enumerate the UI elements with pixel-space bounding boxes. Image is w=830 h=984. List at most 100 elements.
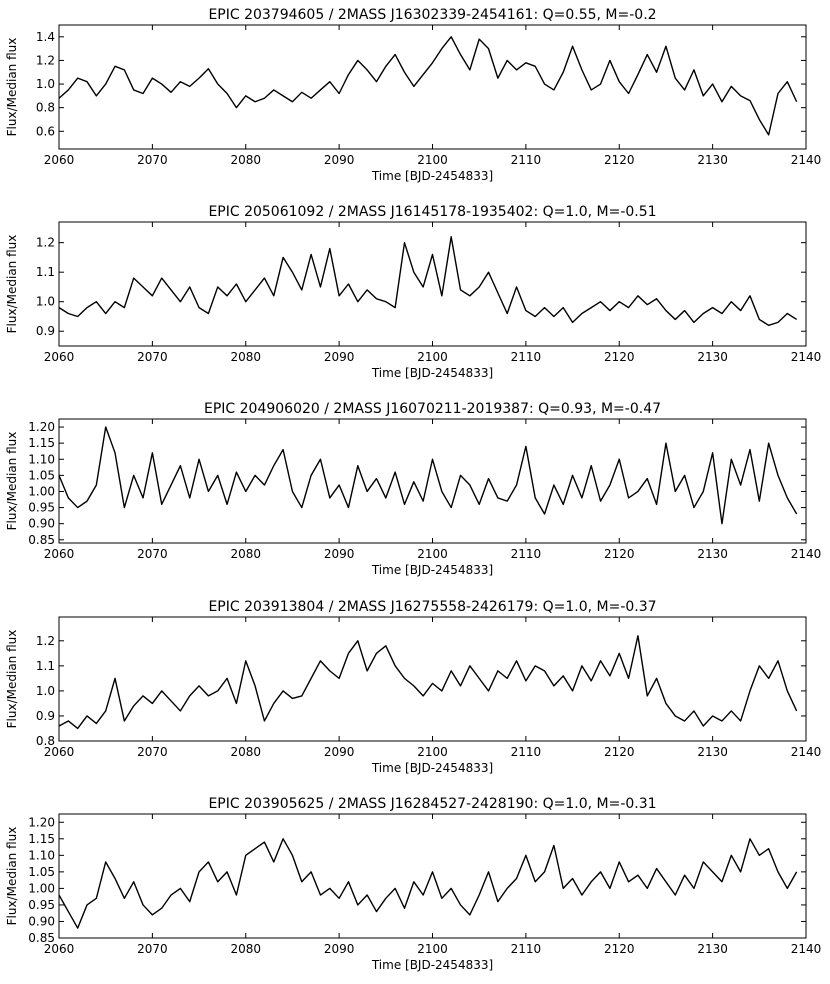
x-tick-label: 2060 — [44, 350, 75, 364]
y-tick-label: 1.00 — [28, 484, 55, 498]
y-tick-label: 1.2 — [36, 53, 55, 67]
panel-2: EPIC 205061092 / 2MASS J16145178-1935402… — [5, 204, 821, 380]
x-tick-label: 2130 — [697, 153, 728, 167]
plot-frame — [58, 813, 807, 939]
y-axis-label: Flux/Median flux — [5, 38, 19, 137]
x-axis-label: Time [BJD-2454833] — [371, 761, 493, 775]
y-tick-label: 0.85 — [28, 931, 55, 945]
y-axis-label: Flux/Median flux — [5, 630, 19, 729]
x-tick-label: 2140 — [791, 547, 822, 561]
x-tick-label: 2080 — [230, 153, 261, 167]
y-tick-label: 0.90 — [28, 517, 55, 531]
plot-frame — [58, 24, 807, 150]
y-tick-label: 1.15 — [28, 436, 55, 450]
y-tick-label: 1.00 — [28, 881, 55, 895]
series-line — [58, 426, 798, 525]
y-tick-label: 1.15 — [28, 832, 55, 846]
y-axis-label: Flux/Median flux — [5, 235, 19, 334]
panel-title: EPIC 205061092 / 2MASS J16145178-1935402… — [208, 204, 656, 220]
plot-frame — [58, 221, 807, 347]
y-tick-label: 1.20 — [28, 815, 55, 829]
x-tick-label: 2090 — [324, 942, 355, 956]
y-tick-label: 1.10 — [28, 848, 55, 862]
x-tick-label: 2120 — [604, 745, 635, 759]
x-tick-label: 2090 — [324, 153, 355, 167]
x-tick-label: 2090 — [324, 350, 355, 364]
x-axis-label: Time [BJD-2454833] — [371, 169, 493, 183]
x-tick-label: 2120 — [604, 350, 635, 364]
x-tick-label: 2120 — [604, 153, 635, 167]
x-tick-label: 2110 — [511, 942, 542, 956]
x-tick-label: 2090 — [324, 547, 355, 561]
x-tick-label: 2140 — [791, 942, 822, 956]
x-tick-label: 2120 — [604, 942, 635, 956]
series-line — [58, 36, 798, 136]
panel-title: EPIC 204906020 / 2MASS J16070211-2019387… — [204, 401, 661, 417]
panel-title: EPIC 203905625 / 2MASS J16284527-2428190… — [208, 796, 656, 812]
y-tick-label: 0.95 — [28, 898, 55, 912]
plot-frame — [58, 616, 807, 742]
y-axis-label: Flux/Median flux — [5, 827, 19, 926]
x-tick-label: 2120 — [604, 547, 635, 561]
y-axis-label: Flux/Median flux — [5, 432, 19, 531]
x-axis-label: Time [BJD-2454833] — [371, 366, 493, 380]
x-tick-label: 2070 — [137, 745, 168, 759]
panel-title: EPIC 203794605 / 2MASS J16302339-2454161… — [208, 7, 656, 23]
y-tick-label: 0.95 — [28, 501, 55, 515]
y-tick-label: 0.85 — [28, 533, 55, 547]
series-line — [58, 838, 798, 929]
x-tick-label: 2100 — [417, 153, 448, 167]
x-axis-label: Time [BJD-2454833] — [371, 563, 493, 577]
y-tick-label: 1.0 — [36, 77, 55, 91]
x-tick-label: 2110 — [511, 350, 542, 364]
x-tick-label: 2100 — [417, 745, 448, 759]
x-tick-label: 2070 — [137, 153, 168, 167]
y-tick-label: 1.05 — [28, 468, 55, 482]
x-tick-label: 2140 — [791, 350, 822, 364]
x-tick-label: 2080 — [230, 745, 261, 759]
plot-frame — [58, 418, 807, 544]
x-tick-label: 2070 — [137, 547, 168, 561]
x-tick-label: 2080 — [230, 350, 261, 364]
y-tick-label: 1.1 — [36, 659, 55, 673]
x-tick-label: 2100 — [417, 547, 448, 561]
x-tick-label: 2060 — [44, 153, 75, 167]
series-line — [58, 236, 798, 327]
x-tick-label: 2080 — [230, 547, 261, 561]
x-tick-label: 2100 — [417, 942, 448, 956]
y-tick-label: 0.6 — [36, 124, 55, 138]
y-tick-label: 1.20 — [28, 420, 55, 434]
panel-3: EPIC 204906020 / 2MASS J16070211-2019387… — [5, 401, 821, 577]
x-tick-label: 2060 — [44, 745, 75, 759]
series-line — [58, 635, 798, 730]
y-tick-label: 1.10 — [28, 452, 55, 466]
y-tick-label: 0.8 — [36, 101, 55, 115]
x-tick-label: 2130 — [697, 942, 728, 956]
x-tick-label: 2060 — [44, 942, 75, 956]
y-tick-label: 1.4 — [36, 30, 55, 44]
x-tick-label: 2080 — [230, 942, 261, 956]
x-tick-label: 2130 — [697, 350, 728, 364]
x-tick-label: 2070 — [137, 350, 168, 364]
y-tick-label: 0.8 — [36, 734, 55, 748]
panel-title: EPIC 203913804 / 2MASS J16275558-2426179… — [208, 599, 656, 615]
x-tick-label: 2140 — [791, 153, 822, 167]
y-tick-label: 1.2 — [36, 634, 55, 648]
y-tick-label: 0.9 — [36, 709, 55, 723]
y-tick-label: 1.0 — [36, 684, 55, 698]
panel-5: EPIC 203905625 / 2MASS J16284527-2428190… — [5, 796, 821, 972]
x-tick-label: 2100 — [417, 350, 448, 364]
x-tick-label: 2070 — [137, 942, 168, 956]
y-tick-label: 0.90 — [28, 914, 55, 928]
y-tick-label: 0.9 — [36, 324, 55, 338]
x-tick-label: 2130 — [697, 745, 728, 759]
x-axis-label: Time [BJD-2454833] — [371, 958, 493, 972]
x-tick-label: 2110 — [511, 153, 542, 167]
panel-1: EPIC 203794605 / 2MASS J16302339-2454161… — [5, 7, 821, 183]
x-tick-label: 2140 — [791, 745, 822, 759]
y-tick-label: 1.0 — [36, 295, 55, 309]
x-tick-label: 2130 — [697, 547, 728, 561]
y-tick-label: 1.2 — [36, 236, 55, 250]
x-tick-label: 2110 — [511, 547, 542, 561]
y-tick-label: 1.1 — [36, 265, 55, 279]
